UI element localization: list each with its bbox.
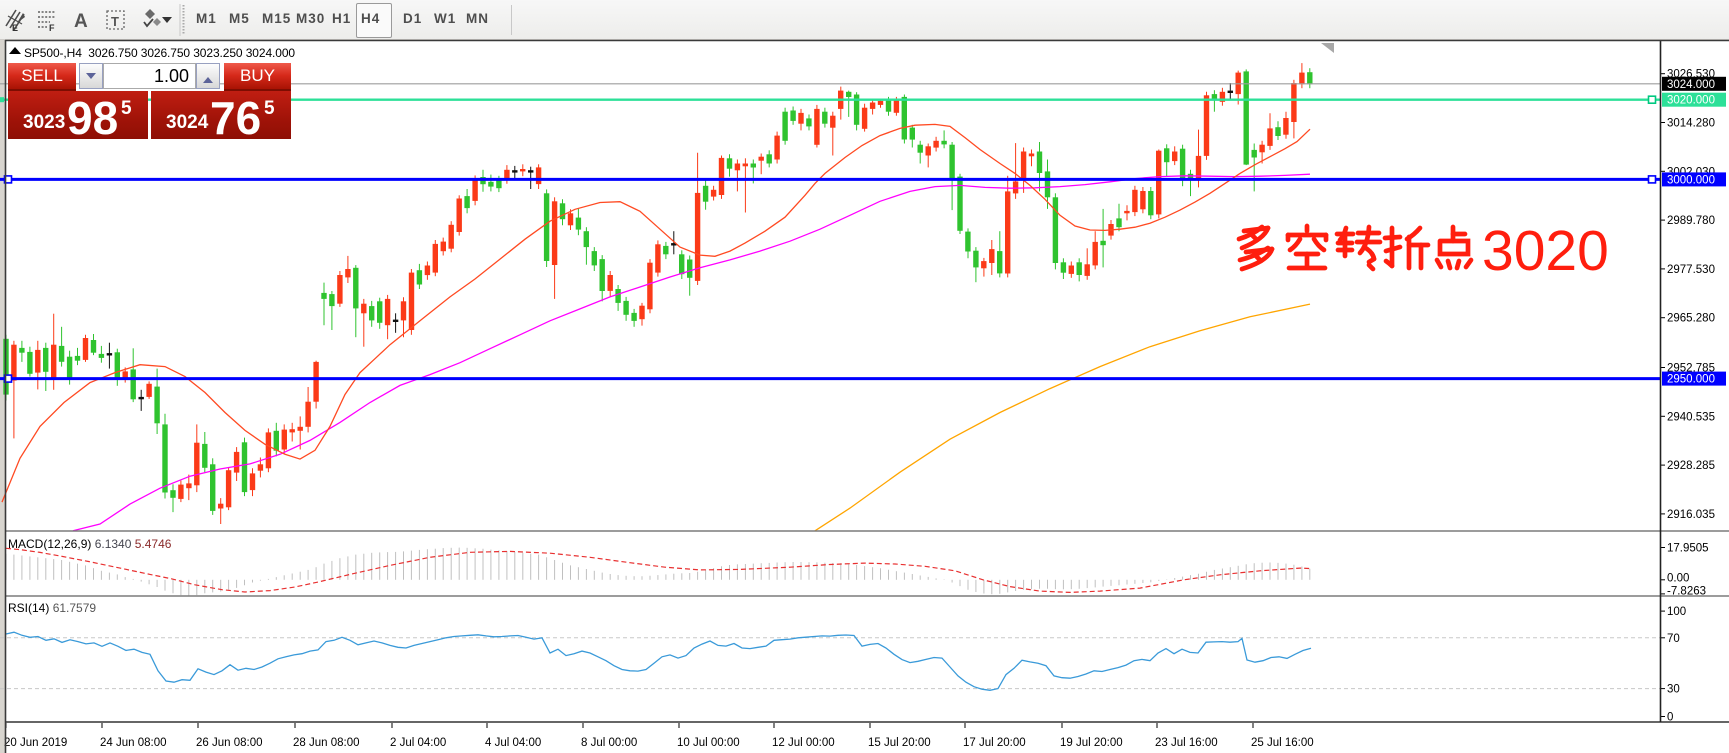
svg-text:0: 0 bbox=[1667, 712, 1673, 724]
svg-text:2965.280: 2965.280 bbox=[1667, 313, 1715, 325]
svg-text:26 Jun 08:00: 26 Jun 08:00 bbox=[196, 737, 263, 749]
svg-text:T: T bbox=[111, 14, 119, 29]
svg-text:12 Jul 00:00: 12 Jul 00:00 bbox=[772, 737, 835, 749]
svg-text:E: E bbox=[12, 23, 18, 33]
svg-text:2916.035: 2916.035 bbox=[1667, 509, 1715, 521]
svg-text:70: 70 bbox=[1667, 633, 1680, 645]
svg-text:2952.785: 2952.785 bbox=[1667, 363, 1715, 375]
svg-text:2940.535: 2940.535 bbox=[1667, 411, 1715, 423]
svg-text:20 Jun 2019: 20 Jun 2019 bbox=[4, 737, 67, 749]
svg-text:3020.000: 3020.000 bbox=[1667, 95, 1715, 107]
svg-text:RSI(14) 61.7579: RSI(14) 61.7579 bbox=[8, 601, 96, 615]
svg-text:2989.780: 2989.780 bbox=[1667, 215, 1715, 227]
svg-text:0.00: 0.00 bbox=[1667, 572, 1689, 584]
svg-text:4 Jul 04:00: 4 Jul 04:00 bbox=[485, 737, 541, 749]
svg-text:2928.285: 2928.285 bbox=[1667, 460, 1715, 472]
svg-text:17 Jul 20:00: 17 Jul 20:00 bbox=[963, 737, 1026, 749]
svg-text:24 Jun 08:00: 24 Jun 08:00 bbox=[100, 737, 167, 749]
svg-text:MACD(12,26,9) 6.1340 5.4746: MACD(12,26,9) 6.1340 5.4746 bbox=[8, 537, 172, 551]
svg-text:-7.8263: -7.8263 bbox=[1667, 585, 1706, 597]
svg-text:19 Jul 20:00: 19 Jul 20:00 bbox=[1060, 737, 1123, 749]
svg-text:SP500-,H4 3026.750 3026.750 3: SP500-,H4 3026.750 3026.750 3023.250 302… bbox=[24, 46, 295, 60]
svg-text:8 Jul 00:00: 8 Jul 00:00 bbox=[581, 737, 637, 749]
svg-text:2 Jul 04:00: 2 Jul 04:00 bbox=[390, 737, 446, 749]
svg-text:3024.000: 3024.000 bbox=[1667, 79, 1715, 91]
svg-text:A: A bbox=[74, 11, 88, 32]
svg-text:3014.280: 3014.280 bbox=[1667, 118, 1715, 130]
svg-text:25 Jul 16:00: 25 Jul 16:00 bbox=[1251, 737, 1314, 749]
svg-text:17.9505: 17.9505 bbox=[1667, 543, 1709, 555]
svg-text:3000.000: 3000.000 bbox=[1667, 174, 1715, 186]
svg-text:10 Jul 00:00: 10 Jul 00:00 bbox=[677, 737, 740, 749]
svg-text:28 Jun 08:00: 28 Jun 08:00 bbox=[293, 737, 360, 749]
svg-text:F: F bbox=[49, 23, 55, 33]
svg-text:15 Jul 20:00: 15 Jul 20:00 bbox=[868, 737, 931, 749]
svg-text:3020: 3020 bbox=[1482, 219, 1609, 283]
svg-text:30: 30 bbox=[1667, 684, 1680, 696]
svg-text:2950.000: 2950.000 bbox=[1667, 374, 1715, 386]
svg-text:2977.530: 2977.530 bbox=[1667, 264, 1715, 276]
svg-text:23 Jul 16:00: 23 Jul 16:00 bbox=[1155, 737, 1218, 749]
svg-text:100: 100 bbox=[1667, 606, 1686, 618]
